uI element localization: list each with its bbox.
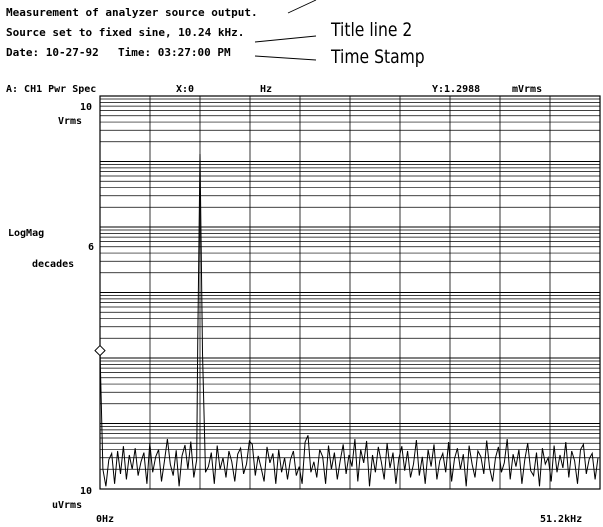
y-top-unit: Vrms <box>58 116 83 127</box>
x-start-label: 0Hz <box>96 514 115 525</box>
y-top-value: 10 <box>80 102 93 113</box>
y-bottom-unit: uVrms <box>52 500 83 511</box>
date-value: 10-27-92 <box>45 46 99 59</box>
plot-frame <box>99 95 601 490</box>
title-line-2: Source set to fixed sine, 10.24 kHz. <box>6 26 245 39</box>
callout-leader-title-2 <box>254 35 317 43</box>
date-label: Date: <box>6 46 40 59</box>
y-scale-name: LogMag <box>8 228 45 239</box>
callout-title-line-2: Title line 2 <box>331 19 413 41</box>
timestamp-line: Date: 10-27-92 Time: 03:27:00 PM <box>6 46 231 59</box>
callout-time-stamp: Time Stamp <box>331 46 425 68</box>
y-readout: Y:1.2988 <box>432 84 481 95</box>
time-value: 03:27:00 PM <box>157 46 231 59</box>
time-label: Time: <box>117 46 152 59</box>
marker-diamond <box>94 344 106 357</box>
y-unit: mVrms <box>512 84 543 95</box>
x-unit: Hz <box>260 84 273 95</box>
x-readout: X:0 <box>176 84 195 95</box>
title-line-1: Measurement of analyzer source output. <box>6 6 258 19</box>
callout-leader-title-1 <box>287 0 317 14</box>
y-bottom-value: 10 <box>80 486 93 497</box>
y-mid-value: 6 <box>88 242 95 253</box>
trace-channel: A: CH1 Pwr Spec <box>6 84 97 95</box>
x-end-label: 51.2kHz <box>540 514 583 525</box>
callout-leader-timestamp <box>254 55 317 61</box>
spectrum-trace <box>99 153 599 487</box>
y-scale-unit: decades <box>32 259 75 270</box>
